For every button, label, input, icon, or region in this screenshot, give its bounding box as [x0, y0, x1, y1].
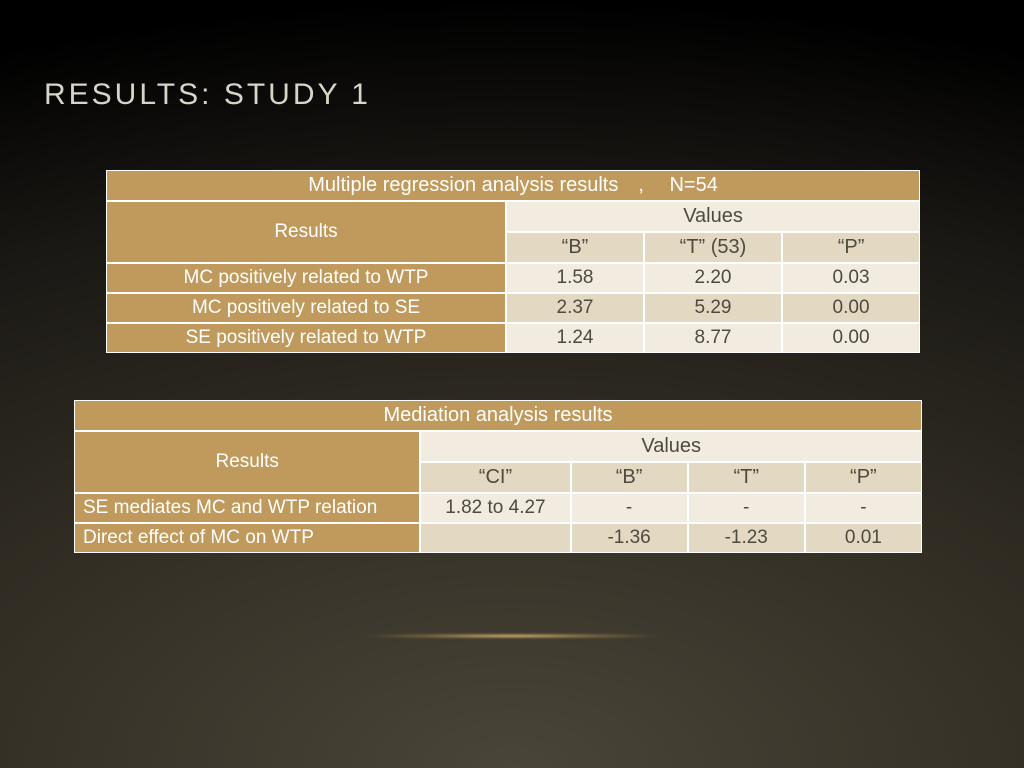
- col-header: “B”: [506, 232, 644, 263]
- table-row: Results Values: [74, 431, 922, 462]
- cell: -: [688, 493, 805, 523]
- col-header: “B”: [571, 462, 688, 493]
- cell: [420, 523, 570, 553]
- cell: 1.24: [506, 323, 644, 353]
- row-label: SE positively related to WTP: [106, 323, 506, 353]
- cell: 1.58: [506, 263, 644, 293]
- table-title: Multiple regression analysis results , N…: [106, 170, 920, 201]
- row-label: MC positively related to WTP: [106, 263, 506, 293]
- cell: 0.01: [805, 523, 922, 553]
- mediation-table: Mediation analysis results Results Value…: [74, 400, 922, 553]
- cell: 1.82 to 4.27: [420, 493, 570, 523]
- table-row: SE mediates MC and WTP relation 1.82 to …: [74, 493, 922, 523]
- decorative-glow: [292, 634, 732, 638]
- results-header: Results: [74, 431, 420, 493]
- row-label: SE mediates MC and WTP relation: [74, 493, 420, 523]
- row-label: MC positively related to SE: [106, 293, 506, 323]
- results-header: Results: [106, 201, 506, 263]
- col-header: “T”: [688, 462, 805, 493]
- table-row: Results Values: [106, 201, 920, 232]
- regression-table: Multiple regression analysis results , N…: [106, 170, 920, 353]
- cell: -1.23: [688, 523, 805, 553]
- col-header: “P”: [782, 232, 920, 263]
- col-header: “T” (53): [644, 232, 782, 263]
- table-row: Mediation analysis results: [74, 400, 922, 431]
- cell: 8.77: [644, 323, 782, 353]
- table-row: Multiple regression analysis results , N…: [106, 170, 920, 201]
- cell: 2.37: [506, 293, 644, 323]
- table-row: MC positively related to SE 2.37 5.29 0.…: [106, 293, 920, 323]
- slide-title: RESULTS: STUDY 1: [44, 78, 371, 112]
- values-header: Values: [420, 431, 922, 462]
- table-row: MC positively related to WTP 1.58 2.20 0…: [106, 263, 920, 293]
- values-header: Values: [506, 201, 920, 232]
- cell: 0.03: [782, 263, 920, 293]
- cell: 0.00: [782, 323, 920, 353]
- cell: -1.36: [571, 523, 688, 553]
- cell: 2.20: [644, 263, 782, 293]
- cell: -: [571, 493, 688, 523]
- cell: -: [805, 493, 922, 523]
- cell: 0.00: [782, 293, 920, 323]
- row-label: Direct effect of MC on WTP: [74, 523, 420, 553]
- table-row: Direct effect of MC on WTP -1.36 -1.23 0…: [74, 523, 922, 553]
- table-row: SE positively related to WTP 1.24 8.77 0…: [106, 323, 920, 353]
- table-title: Mediation analysis results: [74, 400, 922, 431]
- col-header: “P”: [805, 462, 922, 493]
- cell: 5.29: [644, 293, 782, 323]
- col-header: “CI”: [420, 462, 570, 493]
